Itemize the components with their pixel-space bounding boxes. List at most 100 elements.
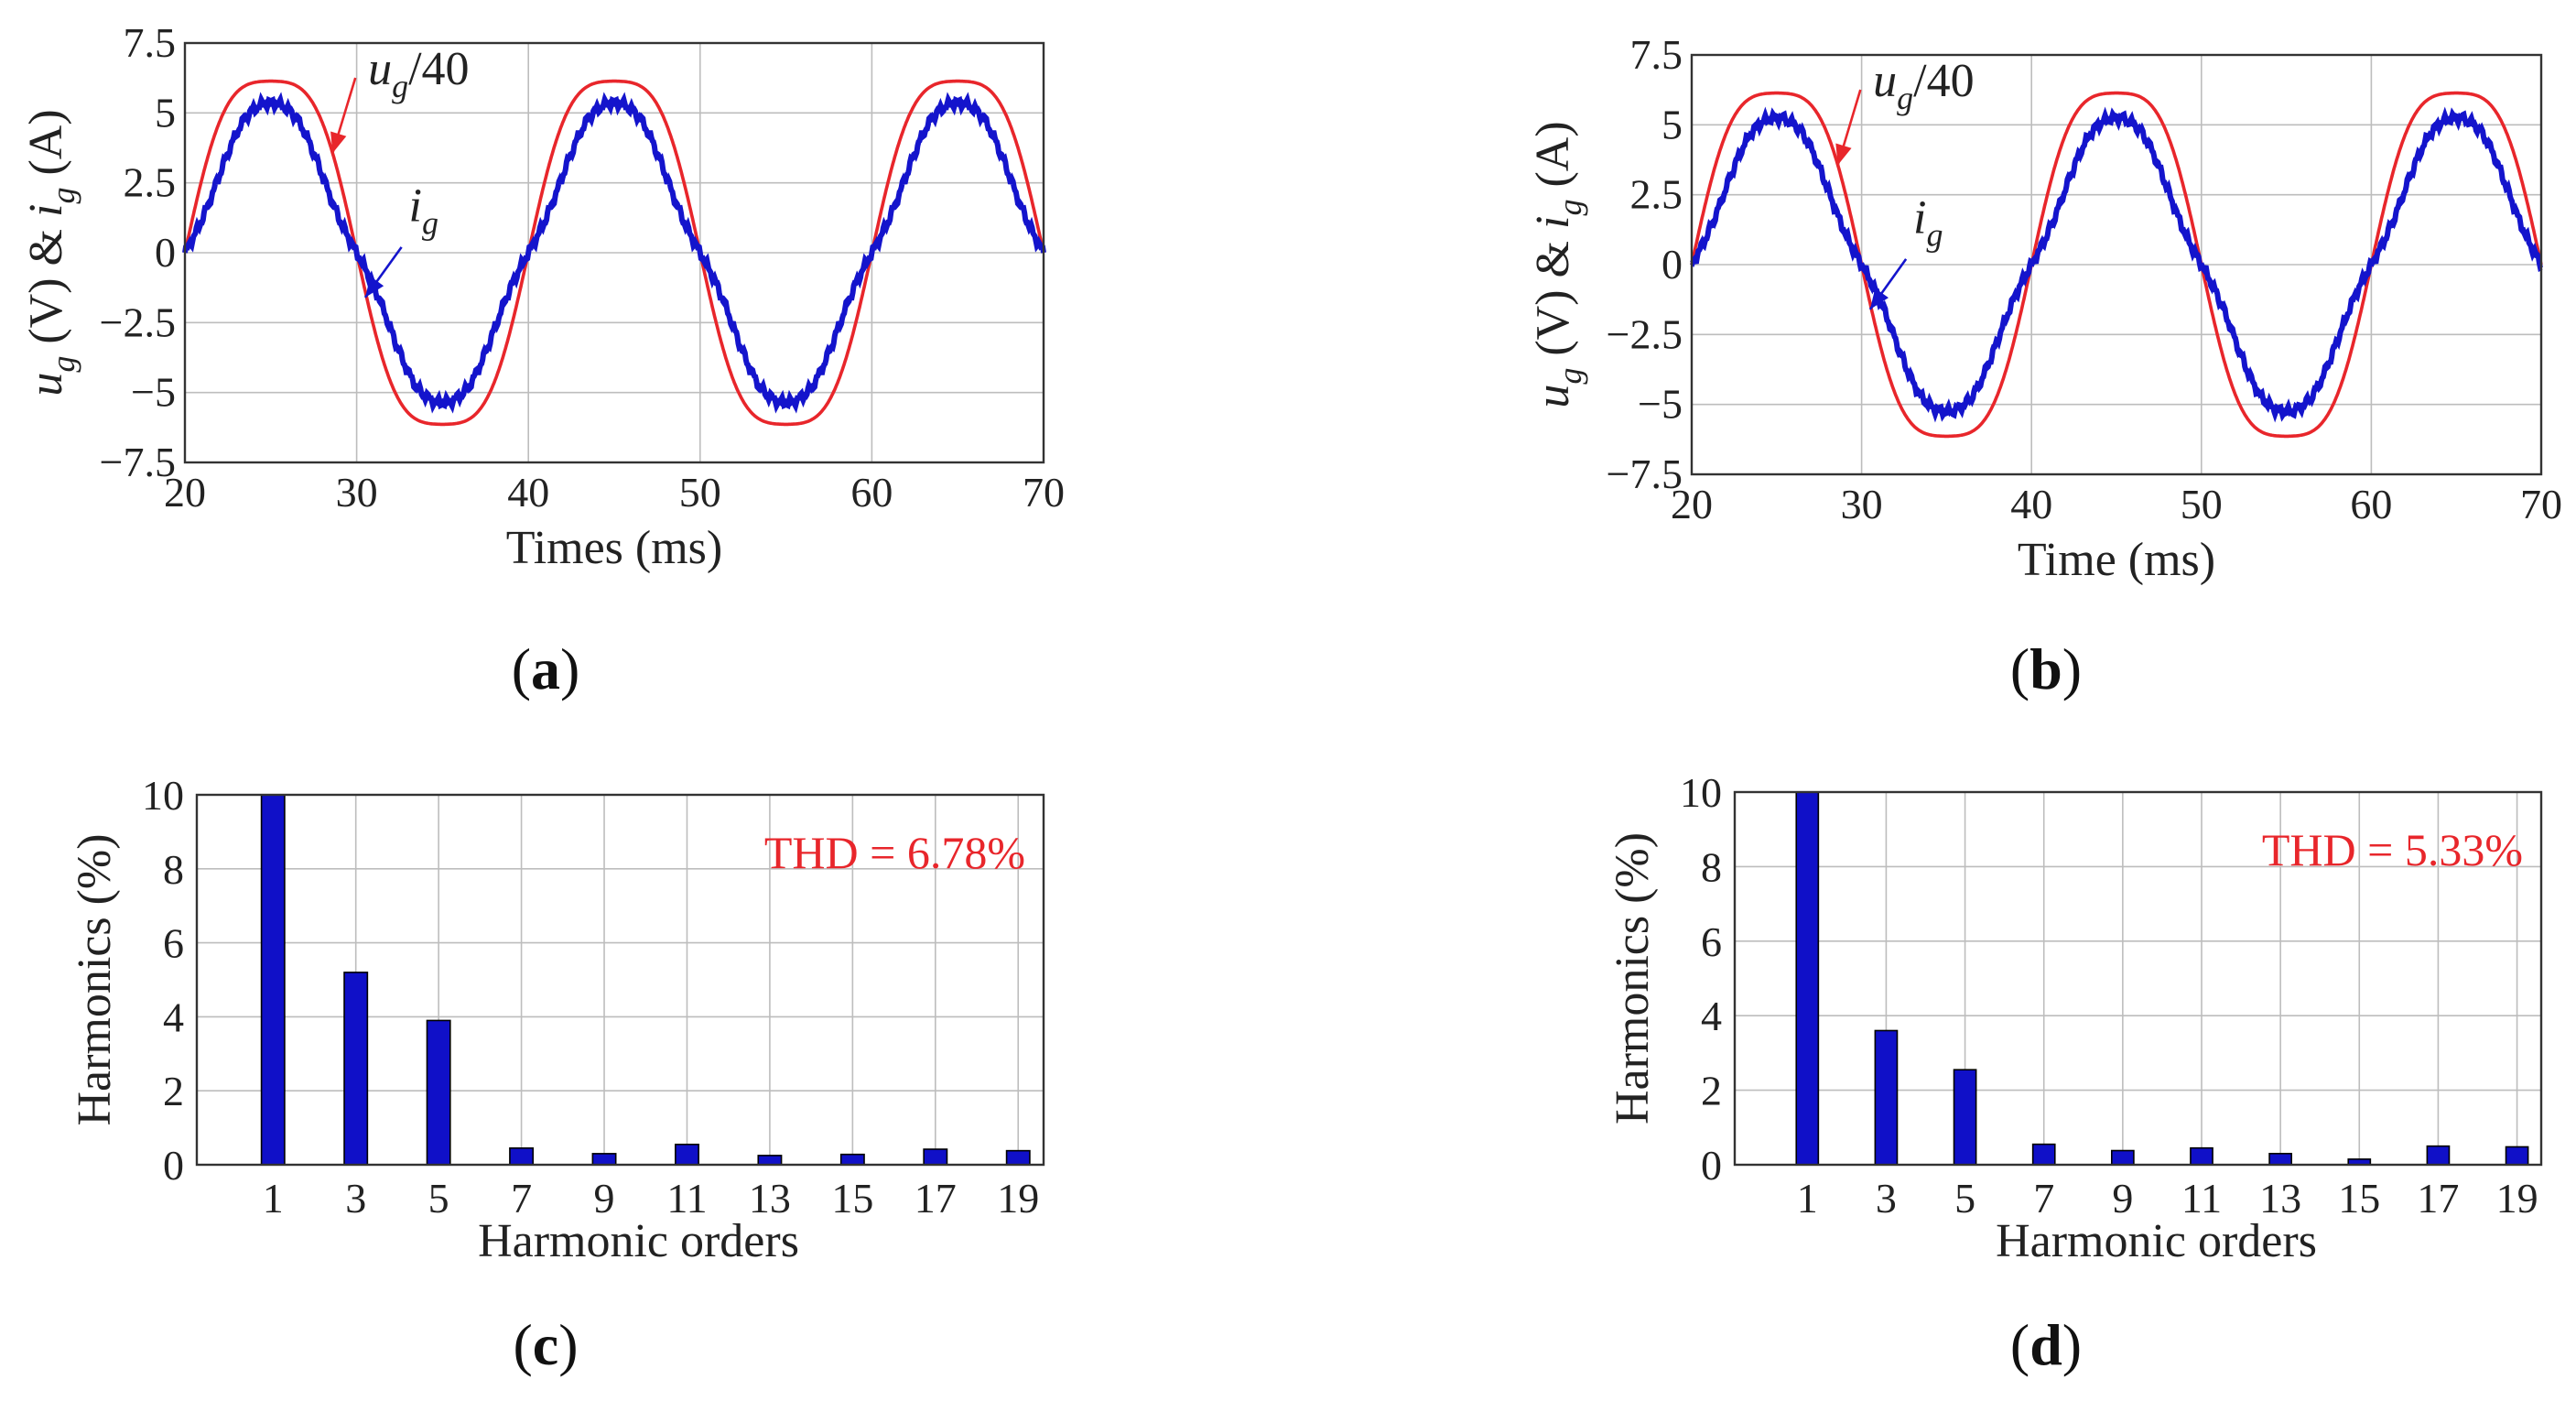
y-title-unit: (A)	[1527, 121, 1579, 199]
current-label-sub: g	[422, 204, 438, 241]
x-tick-label: 40	[2010, 481, 2052, 527]
harmonic-bar	[839, 1153, 865, 1166]
voltage-label-sub: g	[1897, 80, 1913, 116]
harmonic-bar	[591, 1153, 617, 1166]
x-tick-label: 7	[2033, 1175, 2054, 1222]
y-tick-label: 0	[1701, 1142, 1722, 1189]
current-label-main: i	[1913, 191, 1926, 244]
y-title-i: i	[1527, 216, 1579, 229]
y-tick-label: 2.5	[124, 159, 177, 206]
harmonic-bar	[1953, 1069, 1977, 1166]
voltage-series-label: ug/40	[368, 43, 469, 104]
x-tick-label: 1	[263, 1175, 284, 1222]
y-title-unit: (A)	[20, 109, 72, 187]
y-tick-label: −5	[1638, 381, 1683, 428]
y-tick-label: 0	[155, 229, 176, 276]
y-title-i-sub: g	[45, 188, 81, 204]
y-tick-label: 10	[142, 772, 184, 819]
x-tick-label: 9	[594, 1175, 615, 1222]
current-series-line	[1690, 106, 2543, 423]
y-tick-label: 7.5	[124, 19, 177, 66]
harmonic-bar	[2190, 1146, 2213, 1166]
y-tick-label: −7.5	[1607, 451, 1683, 497]
harmonic-bar	[675, 1143, 699, 1166]
panel-label-a: (a)	[512, 636, 580, 701]
y-tick-label: 2.5	[1630, 171, 1683, 218]
panel-label-open: (	[512, 636, 531, 701]
x-tick-label: 13	[749, 1175, 791, 1222]
x-tick-label: 60	[2350, 481, 2392, 527]
y-title-i: i	[20, 204, 72, 217]
harmonic-bar	[260, 794, 286, 1166]
y-tick-label: 8	[163, 846, 184, 893]
x-axis-title: Harmonic orders	[478, 1215, 799, 1267]
voltage-arrow-head	[330, 131, 347, 154]
x-tick-label: 15	[831, 1175, 873, 1222]
y-tick-label: −7.5	[100, 439, 176, 485]
plot-frame	[1690, 53, 2543, 476]
x-tick-label: 3	[345, 1175, 366, 1222]
x-tick-label: 11	[2181, 1175, 2222, 1222]
y-title-u: u	[1527, 385, 1579, 408]
panel-label-close: )	[560, 636, 579, 701]
plot-frame	[1733, 790, 2543, 1167]
voltage-label-main: u	[1873, 55, 1897, 107]
panel-label-letter: a	[531, 636, 560, 701]
y-axis-title: ug (V) & ig (A)	[1527, 121, 1588, 407]
voltage-label-sub: g	[392, 68, 408, 104]
x-tick-label: 50	[2181, 481, 2223, 527]
current-label-main: i	[409, 179, 422, 232]
y-tick-label: 6	[1701, 918, 1722, 965]
y-tick-label: 2	[1701, 1068, 1722, 1114]
current-series-line	[182, 92, 1046, 414]
x-tick-label: 17	[2417, 1175, 2459, 1222]
y-axis-title: Harmonics (%)	[69, 833, 121, 1125]
voltage-series-line	[1690, 91, 2543, 439]
x-tick-label: 5	[428, 1175, 449, 1222]
voltage-series-line	[183, 79, 1045, 427]
harmonic-bar	[509, 1147, 535, 1166]
y-title-mid: (V) &	[20, 217, 72, 356]
y-tick-label: 6	[163, 920, 184, 967]
x-tick-label: 20	[164, 469, 206, 516]
x-tick-label: 30	[336, 469, 378, 516]
voltage-label-rest: /40	[1913, 55, 1974, 107]
harmonic-bar	[2031, 1143, 2056, 1166]
panel-label-close: )	[2062, 1312, 2082, 1377]
panel-label-b: (b)	[2010, 636, 2082, 701]
y-tick-label: 5	[1661, 101, 1683, 147]
thd-annotation: THD = 5.33%	[2262, 824, 2523, 875]
current-series-label: ig	[1913, 191, 1943, 253]
x-tick-label: 3	[1876, 1175, 1897, 1222]
panel-label-letter: b	[2029, 636, 2062, 701]
panel-label-c: (c)	[513, 1312, 578, 1377]
y-axis-title: Harmonics (%)	[1607, 832, 1659, 1124]
harmonic-bar	[923, 1148, 948, 1166]
harmonic-bar	[1005, 1149, 1031, 1166]
panel-label-close: )	[558, 1312, 578, 1377]
x-axis-title: Times (ms)	[506, 522, 722, 574]
x-tick-label: 20	[1671, 481, 1713, 527]
y-axis-title: ug (V) & ig (A)	[20, 109, 81, 396]
y-title-mid: (V) &	[1527, 229, 1579, 368]
x-tick-label: 17	[915, 1175, 957, 1222]
y-tick-label: 4	[163, 994, 184, 1040]
x-axis-title: Time (ms)	[2018, 534, 2215, 586]
x-tick-label: 30	[1841, 481, 1883, 527]
x-tick-label: 60	[850, 469, 893, 516]
plot-frame	[183, 41, 1045, 464]
x-tick-label: 15	[2338, 1175, 2380, 1222]
x-tick-label: 9	[2112, 1175, 2133, 1222]
current-label-sub: g	[1926, 216, 1943, 253]
x-tick-label: 11	[666, 1175, 707, 1222]
y-tick-label: −2.5	[100, 299, 176, 345]
current-arrow-head	[364, 276, 384, 298]
x-tick-label: 1	[1797, 1175, 1818, 1222]
y-title-u-sub: g	[1552, 368, 1588, 385]
x-tick-label: 13	[2259, 1175, 2301, 1222]
y-tick-label: 0	[1661, 241, 1683, 288]
voltage-arrow-head	[1835, 143, 1852, 166]
x-tick-label: 70	[2520, 481, 2562, 527]
x-axis-title: Harmonic orders	[1996, 1215, 2317, 1267]
